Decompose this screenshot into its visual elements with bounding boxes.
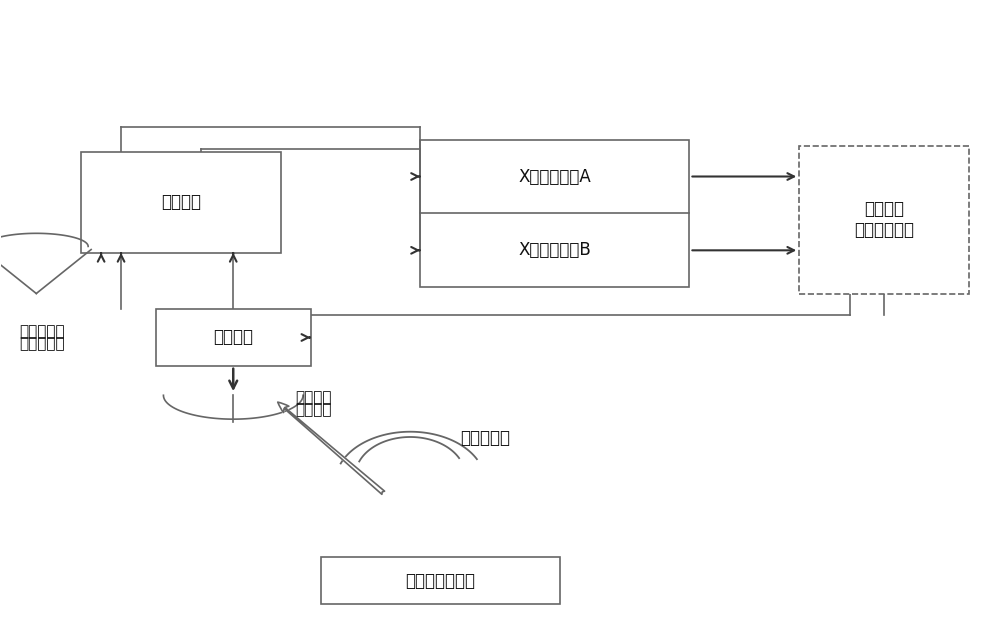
Text: 地面深空测控站: 地面深空测控站 <box>405 572 475 590</box>
Bar <box>799 146 969 293</box>
Text: 益接收天线: 益接收天线 <box>19 336 65 351</box>
Text: 二维驱动: 二维驱动 <box>296 390 332 404</box>
Text: 指令、注数: 指令、注数 <box>460 429 510 447</box>
Text: 接收单元: 接收单元 <box>161 194 201 211</box>
Bar <box>156 309 311 366</box>
Text: 综合电子
（遥控处理）: 综合电子 （遥控处理） <box>854 200 914 239</box>
Bar <box>81 152 281 252</box>
Text: 二维驱动: 二维驱动 <box>213 329 253 346</box>
Text: X频段应答机A: X频段应答机A <box>518 167 591 186</box>
Text: 测控天线: 测控天线 <box>296 402 332 417</box>
Text: X频段应答机B: X频段应答机B <box>518 241 591 259</box>
Text: 宽波束低增: 宽波束低增 <box>19 324 65 339</box>
Bar <box>420 139 689 287</box>
Bar <box>320 557 560 604</box>
